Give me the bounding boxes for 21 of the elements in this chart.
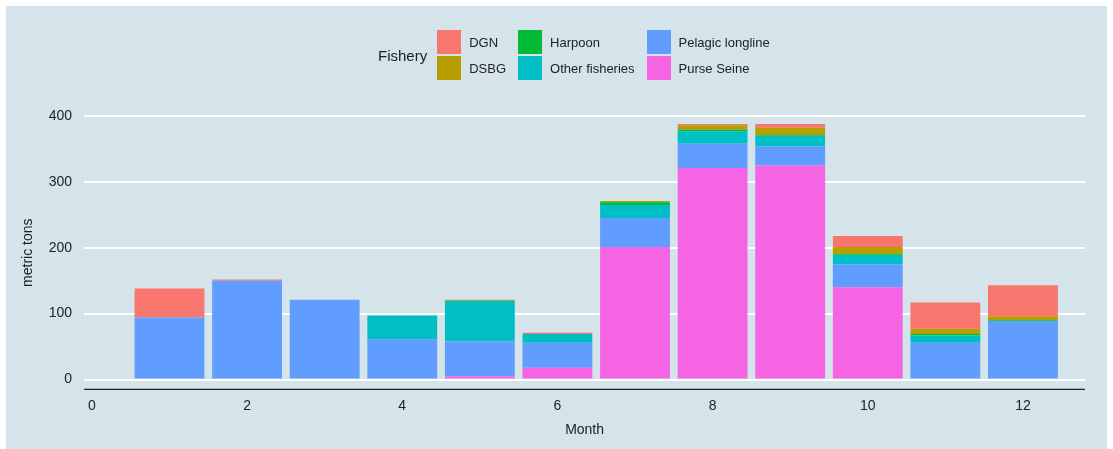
y-tick-label: 300 [48, 172, 73, 189]
x-axis-title: Month [565, 421, 605, 438]
legend-label: Pelagic longline [678, 34, 770, 50]
y-axis-title: metric tons [19, 218, 36, 287]
x-tick-label: 0 [88, 396, 97, 413]
x-tick-label: 6 [553, 396, 562, 413]
x-tick-label: 12 [1015, 396, 1031, 413]
y-tick-label: 400 [48, 106, 73, 123]
x-tick-label: 4 [398, 396, 407, 413]
x-tick-label: 2 [243, 396, 252, 413]
legend-label: DSBG [469, 60, 507, 76]
legend-label: DGN [469, 34, 499, 50]
x-tick-label: 10 [859, 396, 876, 413]
legend-label: Harpoon [550, 34, 600, 50]
x-tick-label: 8 [708, 396, 717, 413]
y-tick-label: 200 [48, 238, 73, 255]
legend-title: Fishery [378, 46, 428, 64]
y-tick-label: 100 [48, 304, 73, 321]
legend-label: Purse Seine [678, 60, 750, 76]
y-tick-label: 0 [64, 370, 73, 387]
legend-label: Other fisheries [550, 60, 635, 76]
